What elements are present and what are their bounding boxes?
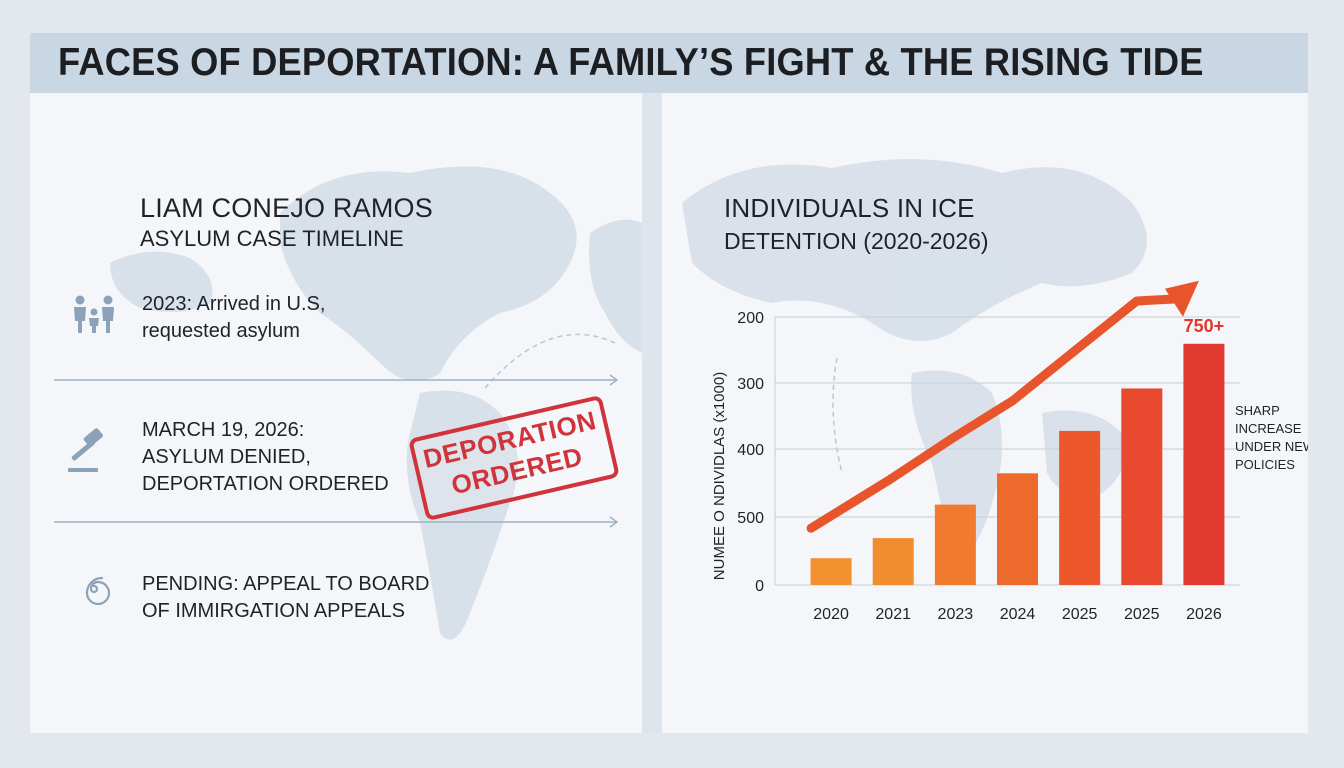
x-tick-label: 2025 [1062, 606, 1098, 623]
chart-title-line2: DETENTION (2020-2026) [724, 228, 989, 254]
spiral-icon [85, 576, 111, 606]
bar [872, 538, 914, 585]
bar [934, 504, 976, 585]
y-tick-label: 200 [737, 310, 764, 327]
bar [1059, 430, 1101, 585]
chart-annotation: SHARP [1235, 403, 1280, 418]
bar [810, 558, 852, 585]
y-tick-label: 300 [737, 376, 764, 393]
timeline-item-2-line1: MARCH 19, 2026: [142, 419, 305, 441]
timeline-item-1-line2: requested asylum [142, 320, 300, 342]
timeline-item-3-line2: OF IMMIRGATION APPEALS [142, 600, 406, 622]
timeline-item-1-line1: 2023: Arrived in U.S, [142, 293, 326, 315]
bar [1183, 343, 1225, 585]
gavel-icon [68, 428, 103, 472]
x-tick-label: 2024 [1000, 606, 1036, 623]
x-tick-label: 2020 [813, 606, 849, 623]
bar-top-label: 750+ [1184, 316, 1225, 336]
y-tick-label: 400 [737, 442, 764, 459]
y-axis-label: NUMEE Ο NDIVIDLAS (x1000) [711, 372, 728, 580]
x-tick-label: 2025 [1124, 606, 1160, 623]
trend-arrow-line [806, 294, 1184, 533]
case-timeline-panel: LIAM CONEJO RAMOS ASYLUM CASE TIMELINE 2… [30, 93, 642, 733]
detention-bar-chart: 200 300 400 500 0 NUMEE Ο NDIVIDLAS (x1000) 20… [711, 280, 1308, 623]
x-tick-label: 2026 [1186, 606, 1222, 623]
timeline-subtitle: ASYLUM CASE TIMELINE [140, 226, 404, 251]
world-map-background [110, 166, 642, 640]
chart-annotation: INCREASE [1235, 421, 1302, 436]
timeline-item-2-line3: DEPORTATION ORDERED [142, 473, 389, 495]
title-banner: FACES OF DEPORTATION: A FAMILY’S FIGHT &… [30, 33, 1308, 93]
page-title: FACES OF DEPORTATION: A FAMILY’S FIGHT &… [58, 41, 1204, 84]
person-name: LIAM CONEJO RAMOS [140, 193, 433, 223]
bar [997, 473, 1038, 585]
chart-title-line1: INDIVIDUALS IN ICE [724, 193, 975, 223]
trend-arrow-head [1164, 280, 1199, 317]
timeline-separator-1 [54, 374, 619, 386]
timeline-separator-2 [54, 516, 619, 528]
y-tick-label: 0 [755, 578, 764, 595]
bar [1121, 388, 1163, 585]
family-icon [74, 295, 114, 333]
panel-divider [642, 93, 662, 733]
y-tick-label: 500 [737, 510, 764, 527]
timeline-item-3-line1: PENDING: APPEAL TO BOARD [142, 573, 430, 595]
timeline-item-2-line2: ASYLUM DENIED, [142, 446, 311, 468]
chart-annotation: POLICIES [1235, 457, 1295, 472]
chart-annotation: UNDER NEW [1235, 439, 1308, 454]
x-tick-label: 2021 [875, 606, 911, 623]
x-tick-label: 2023 [938, 606, 974, 623]
